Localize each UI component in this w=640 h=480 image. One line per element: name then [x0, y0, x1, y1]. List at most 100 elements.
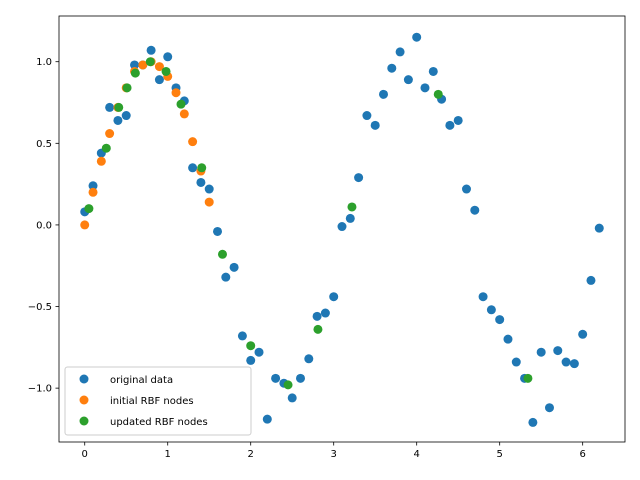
data-point [229, 262, 239, 272]
data-point [453, 115, 463, 125]
plot-area [80, 32, 604, 427]
data-point [528, 417, 538, 427]
data-point [433, 89, 443, 99]
data-point [204, 184, 214, 194]
data-point [217, 249, 227, 259]
data-point [553, 346, 563, 356]
data-point [503, 334, 513, 344]
y-tick-label: −0.5 [28, 302, 52, 313]
data-point [213, 226, 223, 236]
data-point [246, 355, 256, 365]
data-point [130, 68, 140, 78]
data-point [176, 99, 186, 109]
data-point [320, 308, 330, 318]
data-point [188, 163, 198, 173]
data-point [237, 331, 247, 341]
data-point [154, 75, 164, 85]
data-point [412, 32, 422, 42]
data-point [204, 197, 214, 207]
data-point [122, 83, 132, 93]
data-point [428, 66, 438, 76]
x-axis: 0 1 2 3 4 5 6 [82, 442, 586, 460]
x-tick-label: 4 [414, 449, 420, 460]
data-point [354, 173, 364, 183]
y-tick-label: −1.0 [28, 384, 52, 395]
data-point [486, 305, 496, 315]
data-point [403, 75, 413, 85]
data-point [105, 129, 115, 139]
data-point [197, 163, 207, 173]
data-point [96, 156, 106, 166]
legend-box [64, 366, 252, 436]
data-point [578, 329, 588, 339]
data-point [387, 63, 397, 73]
data-point [154, 62, 164, 72]
x-tick-label: 1 [165, 449, 171, 460]
data-point [138, 60, 148, 70]
data-point [283, 380, 293, 390]
legend-marker [79, 374, 89, 384]
data-point [511, 357, 521, 367]
data-point [337, 222, 347, 232]
data-point [88, 181, 98, 191]
data-point [130, 60, 140, 70]
data-point [536, 347, 546, 357]
x-tick-label: 2 [248, 449, 254, 460]
data-point [345, 213, 355, 223]
x-tick-label: 5 [496, 449, 502, 460]
data-point [395, 47, 405, 57]
data-point [80, 220, 90, 230]
data-point [304, 354, 314, 364]
data-point [114, 102, 124, 112]
data-point [105, 102, 115, 112]
data-point [262, 414, 272, 424]
data-point [544, 403, 554, 413]
data-point [470, 205, 480, 215]
data-point [370, 120, 380, 130]
data-point [561, 357, 571, 367]
y-tick-label: 0.0 [36, 220, 52, 231]
data-point [461, 184, 471, 194]
data-point [313, 324, 323, 334]
data-point [362, 111, 372, 121]
data-point [113, 115, 123, 125]
data-point [495, 315, 505, 325]
data-point [161, 66, 171, 76]
data-point [146, 45, 156, 55]
legend-label: original data [110, 375, 173, 386]
data-point [254, 347, 264, 357]
data-point [171, 88, 181, 98]
data-point [569, 359, 579, 369]
data-point [246, 341, 256, 351]
series-2 [84, 57, 533, 390]
data-point [379, 89, 388, 99]
data-point [312, 311, 322, 321]
legend-marker [79, 395, 89, 405]
legend-label: initial RBF nodes [110, 396, 194, 407]
data-point [329, 292, 339, 302]
data-point [145, 57, 155, 67]
data-point [296, 373, 305, 383]
data-point [179, 109, 189, 119]
y-tick-label: 0.5 [36, 139, 52, 150]
data-point [163, 52, 173, 62]
x-tick-label: 3 [331, 449, 337, 460]
y-tick-label: 1.0 [36, 57, 52, 68]
x-tick-label: 0 [82, 449, 88, 460]
data-point [478, 292, 488, 302]
data-point [271, 373, 281, 383]
data-point [84, 204, 94, 214]
data-point [88, 187, 98, 197]
legend: original data initial RBF nodes updated RB… [64, 366, 252, 436]
legend-label: updated RBF nodes [110, 417, 208, 428]
data-point [594, 223, 604, 233]
legend-marker [79, 416, 89, 426]
data-point [287, 393, 297, 403]
data-point [101, 143, 111, 153]
axes-frame [58, 15, 626, 443]
data-point [188, 137, 198, 147]
data-point [221, 272, 231, 282]
data-point [121, 111, 131, 121]
data-point [420, 83, 430, 93]
